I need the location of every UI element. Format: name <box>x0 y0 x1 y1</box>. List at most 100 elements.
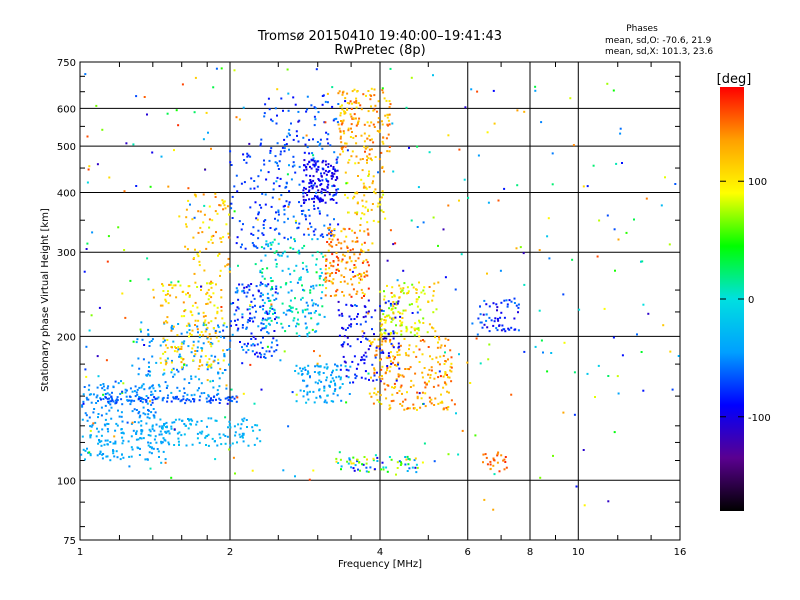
data-point <box>305 166 308 169</box>
data-point <box>241 436 244 439</box>
data-point <box>562 411 565 414</box>
data-point <box>166 400 169 403</box>
data-point <box>355 375 358 378</box>
data-point <box>498 324 501 327</box>
data-point <box>329 223 332 226</box>
data-point <box>207 433 210 436</box>
data-point <box>95 104 98 107</box>
data-point <box>391 361 394 364</box>
data-point <box>206 400 209 403</box>
data-point <box>106 428 109 430</box>
data-point <box>356 236 359 239</box>
data-point <box>101 128 104 131</box>
data-point <box>302 136 305 139</box>
data-point <box>253 297 256 300</box>
data-point <box>212 396 215 398</box>
data-point <box>372 379 375 382</box>
data-point <box>387 314 390 317</box>
data-point <box>382 193 385 196</box>
data-point <box>408 407 411 410</box>
data-point <box>326 138 329 141</box>
data-point <box>257 325 260 328</box>
data-point <box>208 218 211 221</box>
data-point <box>244 247 247 250</box>
data-point <box>194 248 196 251</box>
data-point <box>190 334 193 336</box>
data-point <box>183 423 186 425</box>
data-point <box>314 163 317 166</box>
data-point <box>88 384 91 387</box>
data-point <box>293 269 296 272</box>
data-point <box>210 280 213 283</box>
data-point <box>450 356 453 359</box>
data-point <box>131 410 134 413</box>
data-point <box>319 184 322 187</box>
data-point <box>146 402 149 405</box>
data-point <box>222 202 225 205</box>
data-point <box>172 367 175 370</box>
data-point <box>262 323 265 325</box>
data-point <box>367 208 369 211</box>
data-point <box>180 342 183 345</box>
data-point <box>269 152 272 154</box>
data-point <box>238 220 241 223</box>
data-point <box>220 241 223 243</box>
data-point <box>303 289 306 292</box>
data-point <box>496 306 499 309</box>
data-point <box>168 432 171 435</box>
data-point <box>242 289 245 292</box>
data-point <box>267 97 270 100</box>
data-point <box>335 158 338 161</box>
data-point <box>404 456 407 458</box>
data-point <box>367 209 369 212</box>
data-point <box>316 250 319 253</box>
data-point <box>323 315 326 318</box>
data-point <box>371 328 373 331</box>
data-point <box>375 346 378 349</box>
data-point <box>123 190 126 193</box>
data-point <box>422 289 425 292</box>
data-point <box>214 419 217 422</box>
data-point <box>179 348 181 350</box>
data-point <box>99 384 102 386</box>
data-point <box>312 284 315 287</box>
data-point <box>190 394 193 397</box>
data-point <box>131 448 134 451</box>
data-point <box>495 327 498 330</box>
data-point <box>301 261 304 264</box>
data-point <box>317 165 320 168</box>
data-point <box>185 399 188 402</box>
data-point <box>210 354 213 357</box>
data-point <box>131 421 134 424</box>
data-point <box>150 390 153 393</box>
data-point <box>387 124 389 127</box>
data-point <box>349 345 352 348</box>
data-point <box>188 294 191 297</box>
data-point <box>598 219 601 222</box>
data-point <box>350 323 353 326</box>
data-point <box>173 444 176 446</box>
data-point <box>354 240 357 243</box>
data-point <box>347 376 350 379</box>
data-point <box>396 467 399 469</box>
data-point <box>301 367 304 370</box>
data-point <box>158 425 161 428</box>
data-point <box>284 186 287 189</box>
data-point <box>354 266 357 269</box>
data-point <box>338 314 341 317</box>
data-point <box>392 243 395 246</box>
data-point <box>259 305 262 308</box>
data-point <box>342 327 345 330</box>
data-point <box>378 359 381 362</box>
data-point <box>212 379 214 382</box>
data-point <box>674 183 677 185</box>
data-point <box>351 283 354 286</box>
data-point <box>276 292 279 295</box>
y-tick-label: 600 <box>57 104 76 115</box>
data-point <box>266 267 269 270</box>
data-point <box>164 359 167 362</box>
data-point <box>386 150 389 153</box>
data-point <box>102 385 105 388</box>
data-point <box>164 363 167 366</box>
